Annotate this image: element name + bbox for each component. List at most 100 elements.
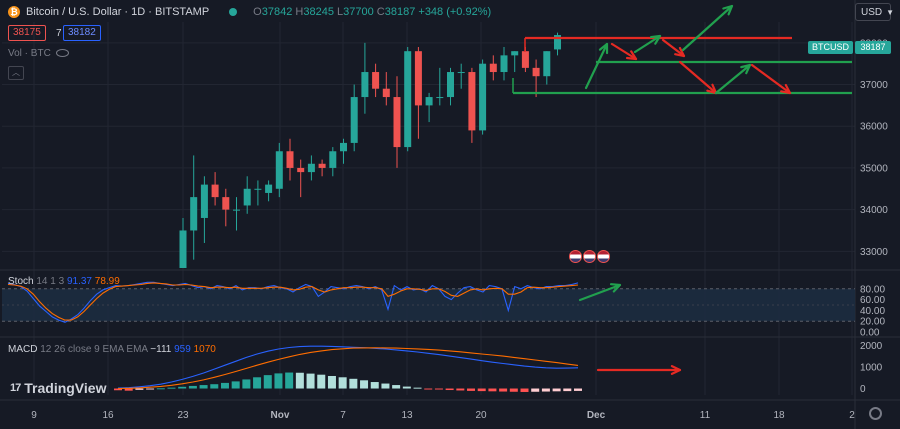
- arrow-red-down-head: [780, 83, 792, 95]
- x-tick-label: 18: [773, 410, 785, 421]
- macd-signal-value: 1070: [193, 344, 216, 355]
- macd-histogram-bar: [402, 386, 411, 389]
- arrow-red-down-shaft: [610, 42, 638, 61]
- macd-histogram-bar: [434, 388, 443, 390]
- macd-histogram-bar: [178, 386, 187, 389]
- volume-legend: Vol · BTC: [8, 48, 69, 59]
- macd-histogram-bar: [210, 384, 219, 389]
- macd-histogram-bar: [563, 388, 572, 392]
- buy-button[interactable]: 38182: [63, 25, 101, 41]
- macd-histogram-bar: [327, 375, 336, 389]
- gear-icon[interactable]: [869, 407, 882, 420]
- stoch-tick-label: 20.00: [860, 317, 885, 328]
- macd-histogram-bar: [574, 388, 582, 391]
- arrow-green-up-shaft: [584, 42, 609, 90]
- candle-body: [511, 51, 519, 56]
- open-label: O: [253, 6, 262, 18]
- candle-body: [254, 188, 262, 190]
- low-value: 37700: [343, 6, 374, 18]
- candle-body: [179, 230, 187, 268]
- candle-body: [297, 167, 305, 173]
- us-flag-icon[interactable]: [597, 250, 610, 263]
- macd-histogram-bar: [114, 388, 122, 391]
- bitcoin-icon: ₿: [8, 6, 20, 18]
- candle-body: [190, 197, 198, 231]
- arrow-green-up-shaft: [681, 4, 734, 52]
- candle-body: [211, 184, 219, 198]
- candle-body: [372, 72, 380, 89]
- logo-mark: 17: [10, 382, 21, 394]
- arrow-green-up-head: [598, 42, 609, 55]
- stoch-k-value: 91.37: [66, 276, 92, 287]
- candle-body: [447, 72, 454, 98]
- symbol-title[interactable]: Bitcoin / U.S. Dollar · 1D · BITSTAMP: [26, 6, 210, 18]
- stoch-tick-label: 40.00: [860, 306, 885, 317]
- macd-name: MACD: [8, 344, 38, 355]
- stoch-tick-label: 60.00: [860, 295, 885, 306]
- candle-body: [243, 188, 251, 206]
- macd-histogram-bar: [135, 388, 144, 390]
- eye-icon[interactable]: [55, 49, 69, 58]
- macd-histogram-bar: [488, 388, 497, 392]
- candle-body: [275, 151, 283, 189]
- macd-histogram-bar: [242, 379, 251, 389]
- macd-histogram-bar: [199, 385, 208, 389]
- arrow-red-down-head: [674, 46, 686, 58]
- price-tag: 38187: [855, 41, 891, 54]
- candle-body: [340, 142, 347, 152]
- macd-histogram-bar: [552, 388, 561, 392]
- x-tick-label: 20: [475, 410, 487, 421]
- candle-body: [425, 97, 433, 106]
- sell-button[interactable]: 38175: [8, 25, 46, 41]
- low-label: L: [337, 6, 344, 18]
- x-tick-label: 11: [700, 410, 711, 421]
- stoch-params: 14 1 3: [36, 276, 65, 287]
- collapse-icon[interactable]: ︿: [8, 66, 24, 80]
- volume-label: Vol · BTC: [8, 48, 51, 59]
- spread-value: 7: [56, 28, 62, 39]
- macd-histogram-bar: [124, 388, 133, 391]
- chart-header: ₿ Bitcoin / U.S. Dollar · 1D · BITSTAMP …: [8, 6, 491, 18]
- macd-histogram-bar: [541, 388, 550, 392]
- open-value: 37842: [261, 6, 293, 18]
- stoch-tick-label: 0.00: [860, 328, 880, 339]
- macd-histogram-bar: [253, 377, 262, 389]
- x-tick-label: Nov: [271, 410, 290, 421]
- macd-histogram-bar: [167, 387, 176, 389]
- high-value: 38245: [303, 6, 334, 18]
- arrow-red-down-shaft: [750, 63, 792, 95]
- price-tick-label: 36000: [860, 122, 888, 133]
- candle-body: [521, 51, 529, 68]
- candle-body: [436, 97, 444, 99]
- x-tick-label: 9: [31, 410, 37, 421]
- macd-histogram-bar: [156, 388, 165, 390]
- arrow-red-down-shaft: [661, 38, 686, 58]
- event-flags[interactable]: [569, 250, 610, 263]
- macd-histogram-bar: [370, 382, 379, 389]
- us-flag-icon[interactable]: [569, 250, 582, 263]
- price-tick-label: 34000: [860, 205, 888, 216]
- macd-histogram-bar: [349, 378, 358, 389]
- close-label: C: [376, 6, 385, 18]
- macd-tick-label: 0: [860, 384, 866, 395]
- stoch-band: [2, 288, 855, 322]
- macd-histogram-bar: [467, 388, 476, 391]
- candle-body: [532, 67, 540, 77]
- candle-body: [554, 35, 561, 50]
- market-status-dot: [229, 8, 238, 16]
- macd-legend[interactable]: MACD 12 26 close 9 EMA EMA −111 959 1070: [8, 344, 216, 355]
- candles: [179, 32, 561, 268]
- candle-body: [200, 184, 208, 218]
- candle-body: [404, 51, 412, 148]
- stoch-tick-label: 80.00: [860, 284, 885, 295]
- x-tick-label: Dec: [587, 410, 606, 421]
- candle-body: [329, 151, 337, 168]
- stoch-legend[interactable]: Stoch 14 1 3 91.37 78.99: [8, 276, 120, 287]
- arrow-green-up-head: [740, 63, 752, 75]
- currency-select[interactable]: USD ▼: [855, 3, 894, 21]
- us-flag-icon[interactable]: [583, 250, 596, 263]
- x-tick-label: 2: [849, 410, 855, 421]
- tradingview-logo: 17 TradingView: [10, 380, 106, 396]
- macd-hist-value: −111: [150, 344, 172, 355]
